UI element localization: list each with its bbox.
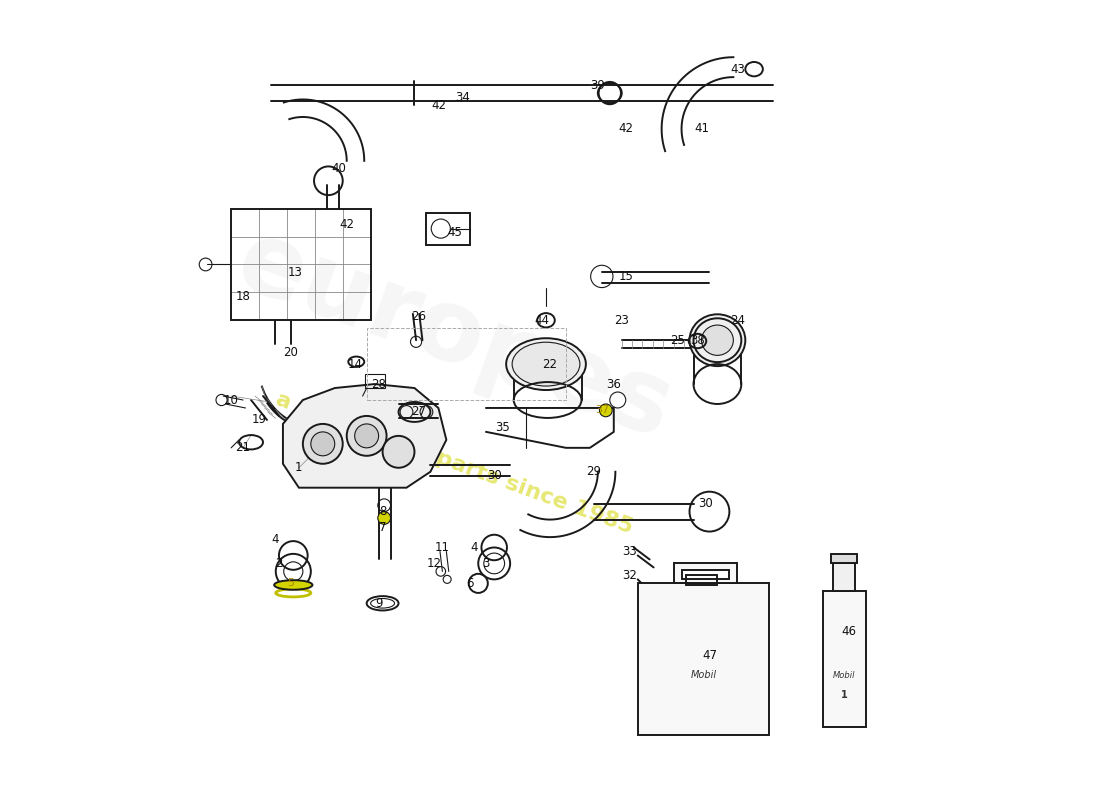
Text: 7: 7 <box>378 521 386 534</box>
Circle shape <box>354 424 378 448</box>
Text: 2: 2 <box>275 557 283 570</box>
Text: 43: 43 <box>730 62 745 76</box>
Text: 4: 4 <box>272 533 278 546</box>
Text: 11: 11 <box>434 541 450 554</box>
Text: 42: 42 <box>431 98 446 111</box>
Bar <box>366 328 565 400</box>
Text: 20: 20 <box>284 346 298 358</box>
Circle shape <box>600 404 613 417</box>
Text: 15: 15 <box>618 270 634 283</box>
Text: 12: 12 <box>427 557 442 570</box>
Text: 42: 42 <box>618 122 634 135</box>
Text: 34: 34 <box>455 90 470 103</box>
Text: 36: 36 <box>606 378 621 390</box>
Text: Mobil: Mobil <box>691 670 717 680</box>
Text: Mobil: Mobil <box>833 670 856 679</box>
Text: 38: 38 <box>690 334 705 346</box>
Text: 30: 30 <box>698 497 713 510</box>
Text: 3: 3 <box>483 557 490 570</box>
Bar <box>365 374 385 388</box>
Ellipse shape <box>702 325 734 355</box>
Text: 45: 45 <box>447 226 462 239</box>
Polygon shape <box>283 384 447 488</box>
Text: 42: 42 <box>339 218 354 231</box>
Text: 41: 41 <box>694 122 710 135</box>
Text: 29: 29 <box>586 466 602 478</box>
Text: 33: 33 <box>623 545 637 558</box>
Text: 39: 39 <box>591 78 605 91</box>
Bar <box>832 554 857 563</box>
Bar <box>685 575 717 585</box>
Text: 13: 13 <box>287 266 303 279</box>
Bar <box>231 209 371 320</box>
Text: 26: 26 <box>411 310 426 322</box>
Text: 19: 19 <box>252 414 266 426</box>
Text: 35: 35 <box>495 422 509 434</box>
Text: 4: 4 <box>471 541 478 554</box>
Text: 23: 23 <box>614 314 629 326</box>
Circle shape <box>383 436 415 468</box>
Text: 24: 24 <box>729 314 745 326</box>
Text: 14: 14 <box>348 358 362 370</box>
Bar <box>682 570 729 579</box>
Bar <box>823 591 867 727</box>
Circle shape <box>302 424 343 464</box>
Text: a passion for parts since 1985: a passion for parts since 1985 <box>273 390 636 538</box>
Circle shape <box>311 432 334 456</box>
Text: 18: 18 <box>235 290 251 303</box>
Text: 1: 1 <box>840 690 847 700</box>
Text: 37: 37 <box>595 406 609 415</box>
Text: 21: 21 <box>235 442 251 454</box>
Circle shape <box>346 416 386 456</box>
Text: 5: 5 <box>287 578 295 588</box>
Text: 44: 44 <box>535 314 550 326</box>
Ellipse shape <box>274 580 312 590</box>
Text: 1: 1 <box>295 462 302 474</box>
Ellipse shape <box>513 342 580 386</box>
Bar <box>638 583 769 735</box>
Ellipse shape <box>506 338 586 390</box>
Bar <box>833 563 856 591</box>
Bar <box>673 563 737 583</box>
Text: 22: 22 <box>542 358 558 370</box>
Text: 27: 27 <box>411 406 426 418</box>
Text: 6: 6 <box>466 577 474 590</box>
Text: 28: 28 <box>371 378 386 390</box>
Text: 9: 9 <box>375 597 383 610</box>
Text: 10: 10 <box>223 394 239 406</box>
Text: europes: europes <box>223 213 685 460</box>
Text: 32: 32 <box>623 569 637 582</box>
Ellipse shape <box>690 314 746 366</box>
Text: 47: 47 <box>702 649 717 662</box>
Text: 30: 30 <box>487 470 502 482</box>
Circle shape <box>377 512 390 524</box>
Text: 40: 40 <box>331 162 346 175</box>
Text: 46: 46 <box>842 625 857 638</box>
Bar <box>427 213 471 245</box>
Text: 25: 25 <box>670 334 685 346</box>
Text: 8: 8 <box>378 505 386 518</box>
